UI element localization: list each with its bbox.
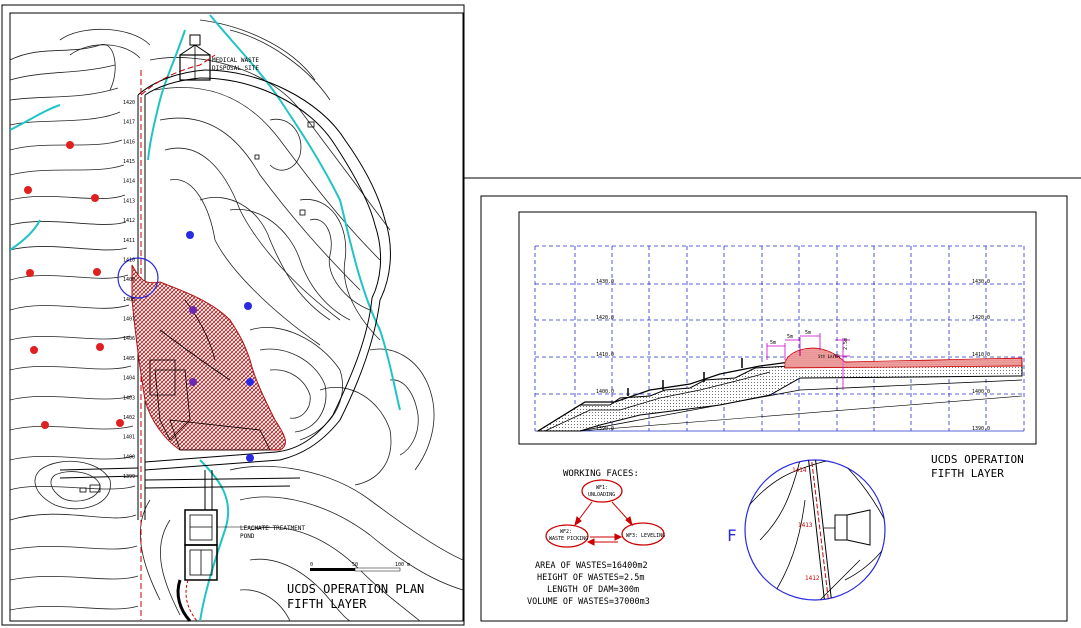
wf2-ellipse <box>545 524 589 548</box>
elev-left-4: 1400.0 <box>596 389 614 395</box>
road-level-label: 1400 <box>123 454 135 460</box>
plan-title: UCDS OPERATION PLAN <box>287 582 424 596</box>
medical-waste-site <box>179 34 211 81</box>
road-level-label: 1402 <box>123 415 135 421</box>
waste-area <box>131 264 286 451</box>
wf3-label: WF3: LEVELING <box>626 533 665 539</box>
elev-right-1: 1430.0 <box>972 279 990 285</box>
section-title: UCDS OPERATION <box>931 453 1024 466</box>
wf2-label-2: WASTE PICKING <box>549 536 588 542</box>
river-line <box>10 14 401 621</box>
small-structures <box>79 121 315 493</box>
road-level-label: 1408 <box>123 297 135 303</box>
stat-volume: VOLUME OF WASTES=37000m3 <box>527 597 650 607</box>
elev-right-4: 1400.0 <box>972 389 990 395</box>
wf1-label-2: UNLOADING <box>588 492 615 498</box>
section-border <box>480 195 1068 622</box>
detail-f: F 1414 1413 1412 <box>727 459 886 601</box>
scale-mid: 50 <box>352 562 358 568</box>
working-faces-heading: WORKING FACES: <box>563 469 639 479</box>
road-level-label: 1399 <box>123 474 135 480</box>
section-grid <box>534 245 1025 432</box>
detail-label-f: F <box>727 526 737 545</box>
road-level-label: 1416 <box>123 139 135 145</box>
dim-5m-1: 5m <box>770 340 776 346</box>
plan-sheet: 1420 1417 1416 1415 1414 1413 1412 1411 1410 1409… <box>1 4 465 626</box>
wf1-label-1: WF1: <box>596 485 608 491</box>
section-profile <box>536 347 1023 432</box>
topo-contours <box>10 19 463 621</box>
leachate-label-1: LEACHATE TREATMENT <box>240 525 305 532</box>
monitoring-points <box>24 141 254 462</box>
road-level-label: 1414 <box>123 179 135 185</box>
leachate-label-2: POND <box>240 533 255 540</box>
medical-waste-label-1: MEDICAL WASTE <box>212 57 259 64</box>
fifth-layer-label: 5th LAYER <box>818 354 840 359</box>
stat-height: HEIGHT OF WASTES=2.5m <box>537 573 644 583</box>
road-level-label: 1407 <box>123 317 135 323</box>
medical-waste-label-2: DISPOSAL SITE <box>212 65 259 72</box>
road-level-label: 1415 <box>123 159 135 165</box>
stat-area: AREA OF WASTES=16400m2 <box>535 561 648 571</box>
scale-bar: 0 50 100 m <box>310 562 410 572</box>
road-network <box>59 69 391 520</box>
road-level-label: 1412 <box>123 218 135 224</box>
dim-5m-3: 5m <box>805 330 811 336</box>
stat-length: LENGTH OF DAM=300m <box>547 585 639 595</box>
road-level-label: 1413 <box>123 198 135 204</box>
detail-level-bot: 1412 <box>805 575 820 582</box>
road-level-label: 1404 <box>123 376 135 382</box>
detail-level-mid: 1413 <box>798 522 813 529</box>
wf3-ellipse <box>621 522 665 546</box>
detail-level-top: 1414 <box>792 467 807 474</box>
cross-section-frame <box>518 211 1037 445</box>
working-faces-diagram: WORKING FACES: WF1: UNLOADING WF2: WASTE… <box>545 469 665 548</box>
dim-25m: 2.5m <box>843 338 849 350</box>
section-subtitle: FIFTH LAYER <box>931 467 1004 480</box>
road-level-label: 1403 <box>123 395 135 401</box>
elev-left-3: 1410.0 <box>596 352 614 358</box>
road-level-label: 1420 <box>123 100 135 106</box>
road-level-labels: 1420 1417 1416 1415 1414 1413 1412 1411 1410 1409… <box>123 100 135 480</box>
leachate-pond <box>184 509 270 581</box>
detail-circle <box>744 459 886 601</box>
dim-5m-2: 5m <box>787 334 793 340</box>
road-level-label: 1401 <box>123 435 135 441</box>
road-level-label: 1410 <box>123 258 135 264</box>
elev-left-2: 1420.0 <box>596 315 614 321</box>
waste-cell-outlines <box>149 299 271 451</box>
plan-outer-border <box>1 4 465 626</box>
detail-callout-circle <box>117 257 159 299</box>
road-level-label: 1406 <box>123 336 135 342</box>
plan-subtitle: FIFTH LAYER <box>287 597 367 611</box>
elev-left-1: 1430.0 <box>596 279 614 285</box>
wf2-label-1: WF2: <box>560 529 572 535</box>
road-level-label: 1411 <box>123 238 135 244</box>
section-sheet: 1430.0 1420.0 1410.0 1400.0 1390.0 1430.… <box>464 177 1081 622</box>
waste-statistics: AREA OF WASTES=16400m2 HEIGHT OF WASTES=… <box>527 561 650 607</box>
plan-inner-border <box>9 12 464 622</box>
dimension-annotations <box>766 333 850 390</box>
road-level-label: 1417 <box>123 120 135 126</box>
scale-zero: 0 <box>310 562 313 568</box>
elev-right-2: 1420.0 <box>972 315 990 321</box>
scale-end: 100 m <box>395 562 410 568</box>
elev-right-3: 1410.0 <box>972 352 990 358</box>
road-level-label: 1409 <box>123 277 135 283</box>
road-level-label: 1405 <box>123 356 135 362</box>
wf1-ellipse <box>581 479 623 503</box>
elev-right-5: 1390.0 <box>972 426 990 432</box>
